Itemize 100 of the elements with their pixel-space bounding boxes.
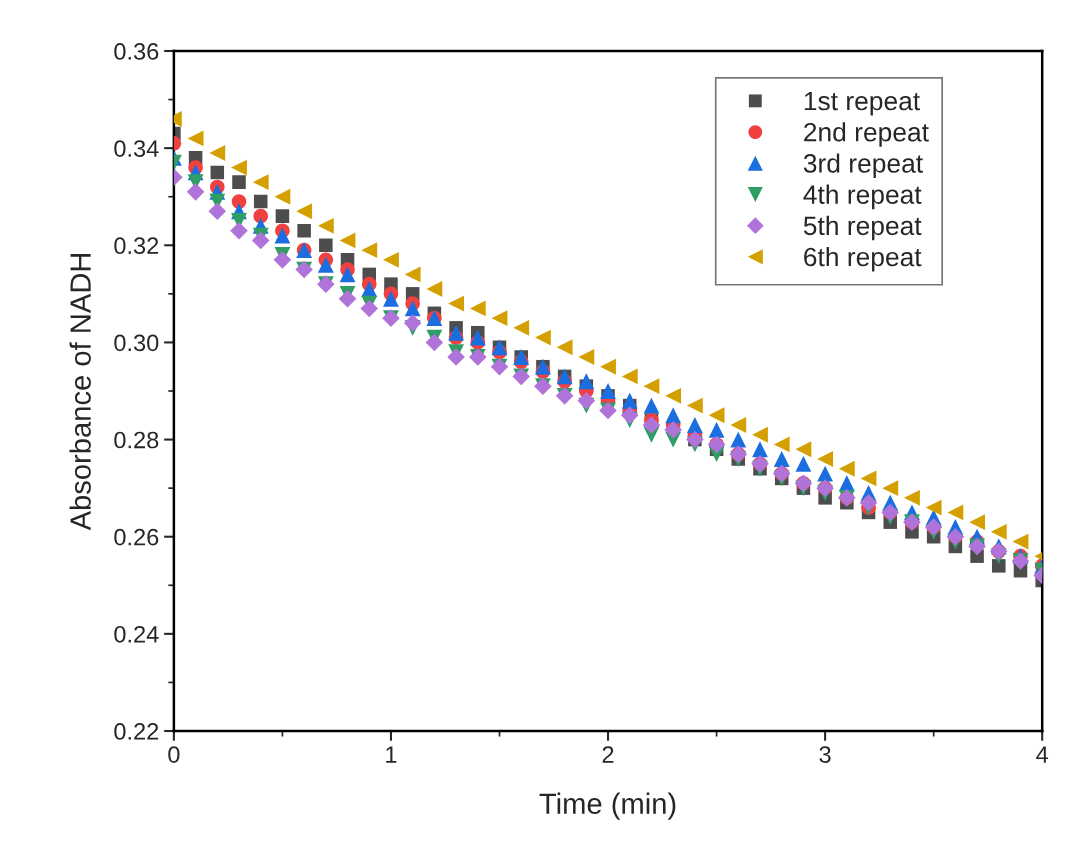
point <box>577 391 596 410</box>
point <box>274 188 291 205</box>
point <box>708 407 725 424</box>
point <box>251 231 270 250</box>
point <box>273 251 292 269</box>
point <box>253 194 268 209</box>
point <box>319 238 333 253</box>
point <box>795 441 812 458</box>
y-tick-label: 0.30 <box>114 334 159 352</box>
legend-label: 4th repeat <box>803 184 922 210</box>
legend-label: 6th repeat <box>804 246 922 272</box>
point <box>752 426 768 443</box>
point <box>186 183 205 201</box>
point <box>817 451 834 467</box>
point <box>383 251 399 268</box>
point <box>317 256 334 273</box>
y-tick-label: 0.22 <box>114 723 159 740</box>
point <box>297 223 311 238</box>
point <box>578 373 595 390</box>
point <box>686 397 703 414</box>
x-axis-title: Time (min) <box>539 792 676 820</box>
point <box>904 489 920 506</box>
x-tick-label: 0 <box>168 746 180 763</box>
point <box>339 232 356 249</box>
point <box>1012 533 1029 550</box>
point <box>296 203 313 220</box>
point <box>795 455 812 472</box>
point <box>338 289 357 308</box>
point <box>992 559 1006 573</box>
point <box>708 421 725 438</box>
point <box>621 368 638 385</box>
point <box>448 295 464 312</box>
point <box>535 329 551 346</box>
point <box>403 314 422 332</box>
point <box>665 387 682 404</box>
point <box>253 208 268 224</box>
point <box>556 339 573 356</box>
point <box>383 290 399 307</box>
legend-label: 3rd repeat <box>803 153 923 178</box>
point <box>773 451 790 467</box>
y-axis-title: Absorbance of NADH <box>69 253 91 531</box>
y-tick-label: 0.32 <box>114 237 159 255</box>
point <box>491 310 508 327</box>
point <box>513 319 530 336</box>
point <box>230 221 248 240</box>
point <box>360 299 379 318</box>
legend-label: 5th repeat <box>803 215 922 241</box>
point <box>578 349 595 365</box>
point <box>990 523 1007 540</box>
point <box>730 431 747 448</box>
y-tick-label: 0.26 <box>114 528 159 546</box>
y-tick-label: 0.24 <box>114 625 159 643</box>
point <box>860 470 877 487</box>
point <box>469 300 486 317</box>
point <box>664 421 682 439</box>
y-tick-label: 0.34 <box>114 140 159 157</box>
point <box>686 417 703 433</box>
x-tick-label: 3 <box>819 746 831 763</box>
y-tick-label: 0.28 <box>114 431 159 449</box>
point <box>231 159 247 176</box>
x-tick-label: 2 <box>602 746 614 763</box>
point <box>448 324 464 341</box>
point <box>643 378 660 395</box>
point <box>817 465 834 482</box>
point <box>620 406 639 425</box>
point <box>339 266 356 283</box>
point <box>425 333 444 352</box>
point <box>925 499 942 516</box>
point <box>447 348 465 366</box>
legend-label: 2nd repeat <box>804 122 929 147</box>
point <box>252 174 269 191</box>
legend-label: 1st repeat <box>804 91 920 116</box>
point <box>859 493 878 512</box>
point <box>600 358 616 375</box>
point <box>209 145 226 161</box>
point <box>210 165 225 180</box>
point <box>665 407 682 424</box>
point <box>621 392 638 409</box>
point <box>232 175 246 189</box>
point <box>838 460 855 477</box>
point <box>969 514 985 531</box>
point <box>275 209 290 223</box>
point <box>882 480 899 497</box>
point <box>361 242 378 259</box>
point <box>404 266 421 283</box>
y-tick-label: 0.36 <box>114 43 159 60</box>
point <box>187 130 204 147</box>
point <box>317 217 334 234</box>
point <box>643 397 660 414</box>
point <box>730 417 747 433</box>
point <box>469 329 486 346</box>
point <box>752 441 768 458</box>
point <box>600 383 616 399</box>
point <box>274 227 291 244</box>
x-tick-label: 1 <box>386 746 397 763</box>
point <box>773 436 790 453</box>
x-tick-label: 4 <box>1036 746 1049 763</box>
point <box>426 281 443 297</box>
point <box>208 202 227 221</box>
point <box>404 300 421 317</box>
